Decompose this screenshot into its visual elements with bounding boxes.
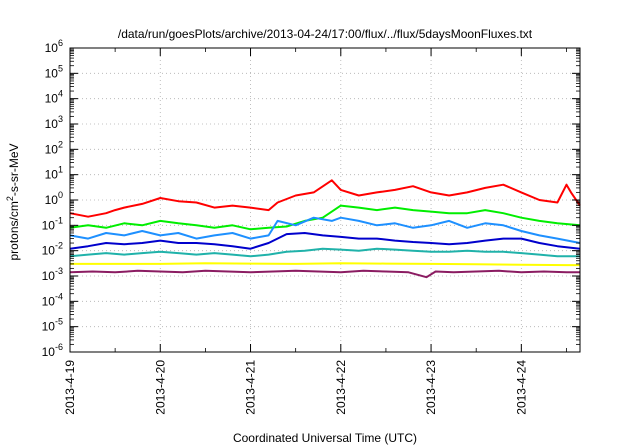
x-tick-label: 2013-4-24 [514,360,528,415]
y-tick-label: 103 [45,114,63,131]
chart-title: /data/run/goesPlots/archive/2013-04-24/1… [118,27,533,41]
y-axis-title-sup: 2 [5,196,15,201]
y-tick-labels: 10610510410310210110010-110-210-310-410-… [42,38,63,359]
y-tick-label: 100 [45,190,63,207]
y-tick-exponent: -3 [55,266,63,276]
y-tick-base: 10 [42,269,56,283]
y-tick-exponent: 1 [58,165,63,175]
y-tick-label: 104 [45,89,63,106]
y-tick-exponent: -6 [55,342,63,352]
y-tick-base: 10 [45,193,59,207]
y-tick-base: 10 [45,168,59,182]
y-tick-exponent: -2 [55,241,63,251]
series-line-3 [69,232,581,250]
x-tick-label: 2013-4-19 [63,360,77,415]
series-line-2 [69,216,581,244]
y-axis-title: protons/cm2-s-sr-MeV [5,143,21,260]
y-tick-label: 106 [45,38,63,55]
series-line-1 [69,204,581,231]
y-tick-base: 10 [45,66,59,80]
series-line-0 [69,179,581,218]
y-tick-base: 10 [45,142,59,156]
y-tick-label: 101 [45,165,63,182]
y-tick-exponent: 4 [58,89,63,99]
y-tick-label: 10-1 [42,215,63,232]
y-tick-label: 10-5 [42,317,63,334]
y-axis-title-prefix: protons/cm [7,201,21,260]
y-tick-exponent: -4 [55,291,63,301]
y-tick-base: 10 [42,218,56,232]
y-tick-base: 10 [45,92,59,106]
y-tick-exponent: -1 [55,215,63,225]
y-tick-base: 10 [45,41,59,55]
y-tick-label: 10-4 [42,291,63,308]
x-axis-title: Coordinated Universal Time (UTC) [233,431,417,445]
x-tick-label: 2013-4-20 [153,360,167,415]
x-tick-label: 2013-4-23 [424,360,438,415]
y-tick-exponent: -5 [55,317,63,327]
x-tick-label: 2013-4-22 [334,360,348,415]
y-tick-base: 10 [42,244,56,258]
x-tick-labels: 2013-4-19 2013-4-20 2013-4-21 2013-4-22 2013… [63,360,528,415]
series-line-5 [70,262,580,267]
y-axis-title-suffix: -s-sr-MeV [7,143,21,196]
y-tick-label: 10-3 [42,266,63,283]
y-tick-base: 10 [42,320,56,334]
series-line-4 [69,247,580,258]
tick-marks [69,47,580,353]
y-tick-label: 10-2 [42,241,63,258]
y-tick-base: 10 [42,294,56,308]
y-tick-exponent: 6 [58,38,63,48]
y-tick-exponent: 5 [58,63,63,73]
y-tick-exponent: 2 [58,139,63,149]
y-tick-exponent: 3 [58,114,63,124]
y-tick-label: 105 [45,63,63,80]
series-layer [69,179,581,279]
series-line-6 [69,269,580,279]
y-tick-exponent: 0 [58,190,63,200]
y-tick-base: 10 [42,345,56,359]
y-tick-label: 10-6 [42,342,63,359]
y-tick-label: 102 [45,139,63,156]
x-tick-label: 2013-4-21 [244,360,258,415]
y-tick-base: 10 [45,117,59,131]
